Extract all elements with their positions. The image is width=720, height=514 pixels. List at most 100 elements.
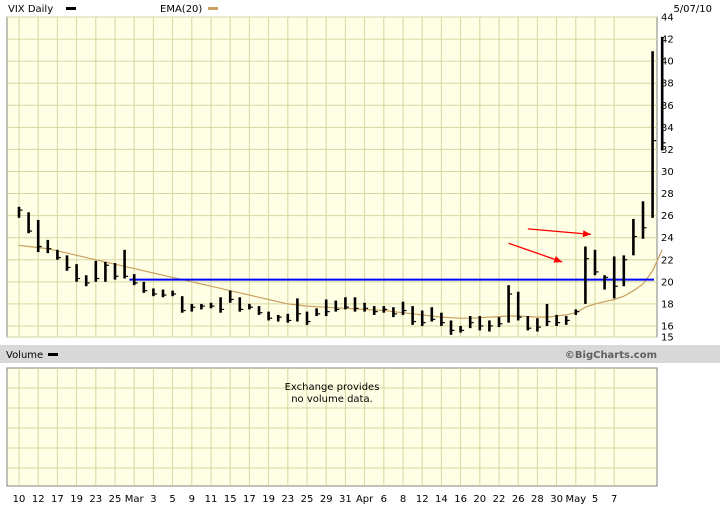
x-tick-label: 20	[473, 494, 486, 505]
volume-legend-swatch	[48, 353, 58, 356]
x-tick-label: 23	[281, 494, 294, 505]
volume-gridlines	[7, 368, 657, 486]
price-bar	[488, 320, 493, 332]
annotation-arrows	[508, 228, 592, 263]
price-bar	[123, 249, 129, 279]
chart-title: VIX Daily	[8, 4, 53, 15]
price-bar	[75, 264, 81, 282]
y-tick-label: 28	[661, 189, 674, 200]
vix-legend-swatch	[66, 7, 76, 10]
x-tick-label: May	[565, 494, 586, 505]
chart-date: 5/07/10	[673, 4, 712, 15]
price-bar	[555, 314, 561, 326]
price-bar	[286, 313, 292, 323]
price-bar	[305, 311, 311, 325]
price-bar	[660, 36, 666, 151]
panel-separator	[0, 345, 720, 363]
volume-title: Volume	[6, 350, 43, 361]
x-tick-label: 19	[70, 494, 83, 505]
price-bar	[536, 318, 541, 332]
x-tick-label: 28	[531, 494, 544, 505]
volume-message-line-2: no volume data.	[291, 394, 373, 405]
y-tick-label: 20	[661, 277, 674, 288]
price-bar	[334, 300, 340, 312]
price-bar	[104, 261, 109, 282]
price-bar	[507, 285, 513, 323]
price-bar	[94, 260, 100, 282]
price-gridlines	[7, 16, 657, 338]
price-bar	[411, 306, 417, 325]
price-bar	[372, 306, 378, 315]
x-tick-label: 3	[150, 494, 156, 505]
price-bar	[593, 249, 599, 276]
price-bar	[36, 220, 42, 253]
x-tick-label: 5	[169, 494, 175, 505]
price-bar	[440, 312, 445, 326]
price-bars	[17, 36, 666, 335]
x-tick-label: 17	[243, 494, 256, 505]
x-tick-label: 5	[592, 494, 598, 505]
red-arrow-shaft	[508, 242, 563, 263]
price-bar	[296, 298, 301, 322]
ema-legend-label: EMA(20)	[160, 4, 202, 15]
x-tick-label: 25	[301, 494, 314, 505]
price-bar	[65, 255, 71, 271]
x-tick-label: 22	[493, 494, 506, 505]
x-tick-label: 11	[205, 494, 218, 505]
x-tick-label: 12	[416, 494, 429, 505]
price-bar	[200, 303, 205, 310]
price-bar	[622, 255, 628, 287]
price-bar	[353, 297, 359, 312]
x-tick-label: 16	[454, 494, 467, 505]
price-bar	[430, 307, 436, 322]
x-tick-label: 26	[512, 494, 525, 505]
y-tick-label: 36	[661, 101, 674, 112]
x-tick-label: 23	[89, 494, 102, 505]
y-tick-label: 26	[661, 211, 674, 222]
price-bar	[219, 297, 225, 313]
price-bar	[651, 51, 657, 218]
ema-layer	[18, 244, 663, 319]
y-tick-label: 34	[661, 123, 674, 134]
x-tick-label: 12	[32, 494, 45, 505]
y-tick-label: 42	[661, 35, 674, 46]
x-tick-label: 30	[550, 494, 563, 505]
ema-legend-swatch	[208, 7, 218, 10]
price-bar	[478, 316, 484, 331]
price-bar	[324, 299, 330, 317]
x-tick-label: 7	[611, 494, 617, 505]
price-bar	[612, 256, 618, 299]
x-tick-label: 31	[339, 494, 352, 505]
x-tick-label: 10	[13, 494, 26, 505]
price-bar	[190, 303, 196, 312]
price-bar	[401, 301, 407, 315]
price-bar	[497, 317, 503, 328]
y-tick-label: 18	[661, 299, 674, 310]
price-bar	[459, 325, 465, 333]
red-arrow-head	[553, 256, 563, 263]
red-arrow-shaft	[527, 228, 592, 236]
price-bar	[363, 302, 369, 312]
red-arrow	[508, 242, 563, 263]
x-tick-label: 6	[381, 494, 387, 505]
price-bar	[113, 263, 119, 280]
price-bar	[526, 316, 532, 331]
y-tick-label: 16	[661, 321, 674, 332]
x-tick-label: 8	[400, 494, 406, 505]
price-bar	[46, 239, 52, 254]
price-plot-area	[6, 16, 658, 338]
price-bar	[238, 297, 244, 312]
red-arrow	[527, 228, 592, 238]
y-tick-label: 22	[661, 255, 674, 266]
price-bar	[545, 303, 551, 326]
price-bar	[468, 316, 474, 329]
y-tick-label: 44	[661, 13, 674, 24]
y-tick-label: 24	[661, 233, 674, 244]
price-bar	[209, 302, 215, 309]
x-tick-label: 25	[109, 494, 122, 505]
price-bar	[228, 290, 234, 303]
price-bar	[603, 275, 609, 290]
price-bar	[392, 307, 397, 318]
price-bar	[564, 316, 570, 325]
